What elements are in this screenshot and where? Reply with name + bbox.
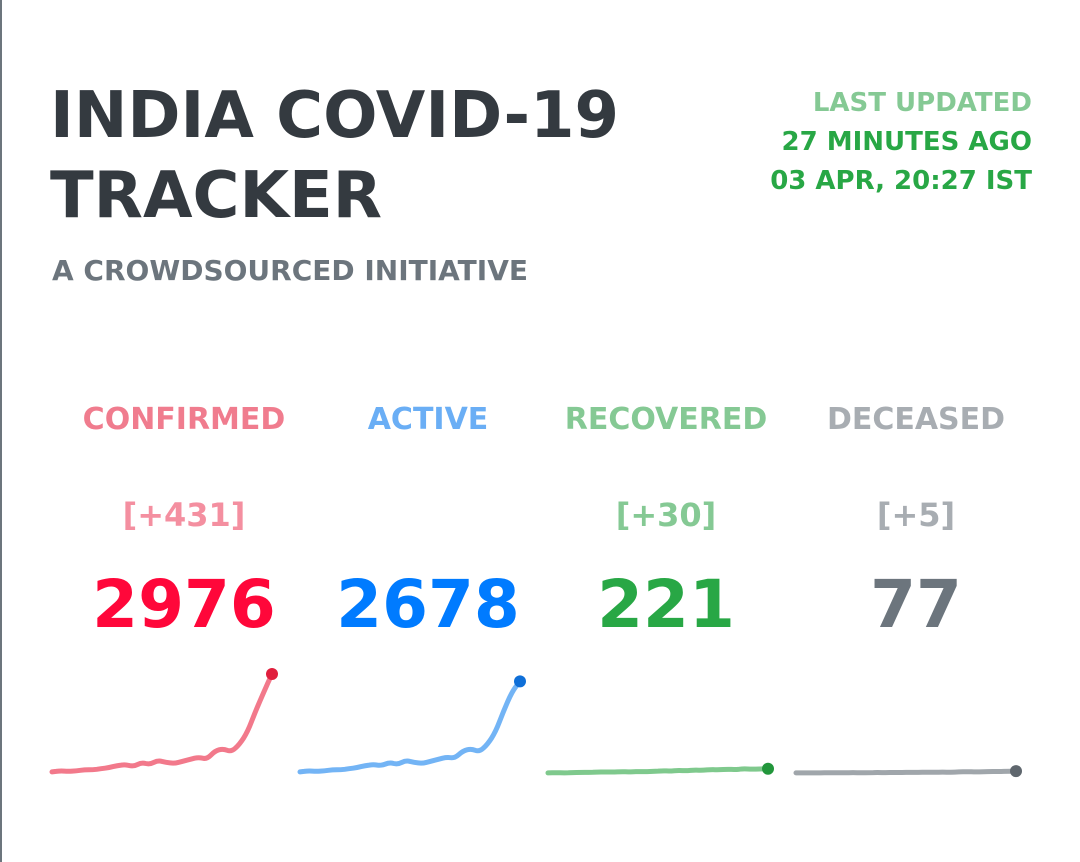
page-subtitle: A CROWDSOURCED INITIATIVE (52, 254, 528, 287)
stat-delta: [+30] (615, 496, 717, 534)
sparkline-endpoint-active (514, 675, 526, 688)
stat-total: 2678 (336, 566, 520, 643)
stat-recovered[interactable]: RECOVERED [+30] 221 (542, 390, 790, 650)
sparkline-path-confirmed (49, 671, 275, 775)
sparkline-path-recovered (545, 766, 771, 776)
sparkline-path-deceased (793, 768, 1019, 776)
stat-deceased[interactable]: DECEASED [+5] 77 (792, 390, 1040, 650)
sparkline-endpoint-confirmed (266, 668, 278, 680)
last-updated-ago: 27 MINUTES AGO (781, 127, 1033, 157)
stat-confirmed[interactable]: CONFIRMED [+431] 2976 (60, 390, 308, 650)
stat-delta (304, 490, 552, 540)
sparkline-path-active (297, 678, 523, 775)
sparkline-deceased (793, 765, 1022, 778)
last-updated-timestamp: 03 APR, 20:27 IST (770, 166, 1032, 196)
stat-total: 221 (597, 566, 735, 643)
stat-label: ACTIVE (367, 402, 489, 437)
stat-label: DECEASED (826, 402, 1006, 437)
stat-active[interactable]: ACTIVE 2678 (304, 390, 552, 650)
stat-delta: [+5] (876, 496, 956, 534)
sparkline-active (297, 675, 526, 775)
stat-delta: [+431] (122, 496, 246, 534)
stat-label: RECOVERED (564, 402, 768, 437)
last-updated: LAST UPDATED 27 MINUTES AGO 03 APR, 20:2… (770, 84, 1032, 201)
sparkline-endpoint-recovered (762, 762, 774, 775)
last-updated-label: LAST UPDATED (812, 88, 1032, 118)
page-title-line-2: TRACKER (50, 159, 383, 233)
stat-label: CONFIRMED (82, 402, 286, 437)
header: INDIA COVID-19 TRACKER A CROWDSOURCED IN… (2, 0, 1080, 300)
stat-total: 2976 (92, 566, 276, 643)
sparkline-recovered (545, 762, 774, 776)
page-title-line-1: INDIA COVID-19 (50, 79, 620, 153)
stat-total: 77 (870, 566, 962, 643)
sparkline-endpoint-deceased (1010, 765, 1022, 778)
page-title: INDIA COVID-19 TRACKER (50, 76, 690, 236)
sparkline-confirmed (49, 668, 278, 775)
